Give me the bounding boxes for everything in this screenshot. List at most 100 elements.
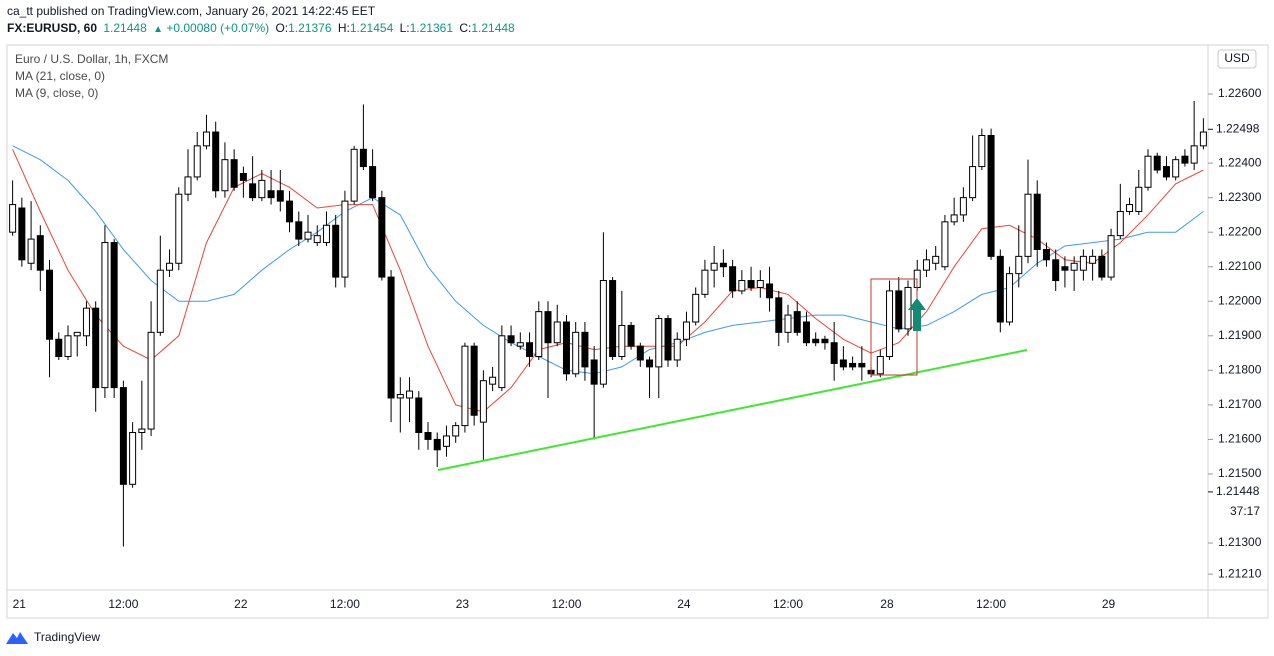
- low-value: 1.21361: [410, 21, 454, 35]
- candle-body: [1199, 131, 1207, 147]
- candle-body: [1033, 193, 1041, 250]
- candle-body: [212, 131, 220, 192]
- candle-body: [387, 276, 395, 399]
- plot-area: [9, 100, 1207, 547]
- candle-body: [406, 390, 414, 399]
- candle-body: [461, 345, 469, 427]
- candle-body: [572, 331, 580, 375]
- candle-body: [1144, 155, 1152, 188]
- y-tick-label: 1.21300: [1218, 535, 1262, 549]
- candle-body: [775, 297, 783, 333]
- y-tick-label: 1.22300: [1218, 190, 1262, 204]
- brand: TradingView: [34, 630, 100, 644]
- candle-body: [452, 425, 460, 437]
- candle-body: [415, 397, 423, 434]
- candle-body: [442, 435, 450, 447]
- candle-body: [1126, 204, 1134, 212]
- moving-average-line: [12, 145, 1204, 375]
- y-tick-label: 1.21700: [1218, 397, 1262, 411]
- candle-body: [941, 221, 949, 268]
- candle-body: [886, 290, 894, 358]
- candle-body: [1181, 155, 1189, 164]
- candle-body: [1015, 255, 1023, 275]
- candle-body: [766, 283, 774, 299]
- candle-body: [276, 190, 284, 202]
- x-tick-label: 29: [1102, 597, 1116, 611]
- candle-body: [738, 280, 746, 292]
- currency-box[interactable]: [1217, 49, 1257, 69]
- candle-body: [590, 359, 598, 385]
- candle-body: [969, 166, 977, 199]
- change: +0.00080 (+0.07%): [166, 21, 269, 35]
- candle-body: [433, 438, 441, 451]
- y-tick-label: 1.22000: [1218, 293, 1262, 307]
- candle-body: [267, 190, 275, 199]
- candle-body: [193, 145, 201, 178]
- y-tick-label: 1.22200: [1218, 224, 1262, 238]
- price-tag: 1.21448: [1216, 484, 1260, 498]
- candle-body: [55, 338, 63, 358]
- candle-body: [1089, 255, 1097, 264]
- candle-body: [147, 331, 155, 430]
- candle-body: [1172, 159, 1180, 178]
- high-value: 1.21454: [350, 21, 394, 35]
- candle-body: [784, 314, 792, 333]
- close-label: C:: [459, 21, 471, 35]
- change-arrow: ▲: [153, 24, 163, 35]
- candle-body: [350, 148, 358, 202]
- logo-icon: [6, 632, 28, 644]
- candle-body: [849, 362, 857, 368]
- candle-body: [129, 432, 137, 485]
- candle-body: [1061, 266, 1069, 271]
- annotations: [437, 278, 1028, 471]
- low-label: L:: [400, 21, 410, 35]
- candle-body: [1153, 155, 1161, 171]
- x-tick-label: 21: [13, 597, 27, 611]
- candle-body: [341, 200, 349, 278]
- candle-body: [175, 193, 183, 264]
- y-tick-label: 1.22400: [1218, 155, 1262, 169]
- candle-body: [110, 242, 118, 389]
- candle-body: [27, 238, 35, 264]
- candle-body: [101, 242, 109, 389]
- candle-body: [959, 197, 967, 216]
- candle-body: [221, 159, 229, 192]
- candle-body: [359, 148, 367, 168]
- candle-body: [396, 394, 404, 399]
- candle-body: [424, 432, 432, 440]
- candle-body: [138, 428, 146, 434]
- candle-body: [286, 200, 294, 223]
- candle-body: [18, 207, 26, 261]
- candle-body: [92, 307, 100, 389]
- candle-body: [489, 376, 497, 385]
- candle-body: [119, 387, 127, 485]
- candle-body: [1052, 259, 1060, 282]
- candle-body: [636, 345, 644, 361]
- candle-body: [821, 338, 829, 344]
- candle-body: [1162, 166, 1170, 178]
- candle-body: [258, 179, 266, 199]
- close-value: 1.21448: [471, 21, 515, 35]
- x-tick-label: 12:00: [108, 597, 138, 611]
- symbol-line: FX:EURUSD, 60 1.21448 ▲ +0.00080 (+0.07%…: [7, 21, 515, 35]
- open-value: 1.21376: [288, 21, 332, 35]
- candle-body: [1098, 255, 1106, 278]
- candle-body: [535, 311, 543, 358]
- candle-body: [507, 335, 515, 344]
- candle-body: [378, 197, 386, 278]
- candle-body: [36, 235, 44, 271]
- candle-body: [1070, 262, 1078, 271]
- y-tick-label: 1.21500: [1218, 466, 1262, 480]
- candle-body: [729, 266, 737, 292]
- candle-body: [756, 280, 764, 288]
- y-tick-label: 1.21800: [1218, 363, 1262, 377]
- candle-body: [581, 331, 589, 368]
- x-tick-label: 12:00: [976, 597, 1006, 611]
- candle-body: [73, 331, 81, 337]
- x-tick-label: 22: [234, 597, 248, 611]
- candle-body: [682, 321, 690, 340]
- candle-body: [839, 359, 847, 368]
- symbol: FX:EURUSD, 60: [7, 21, 97, 35]
- y-tick-label: 1.21210: [1218, 566, 1262, 580]
